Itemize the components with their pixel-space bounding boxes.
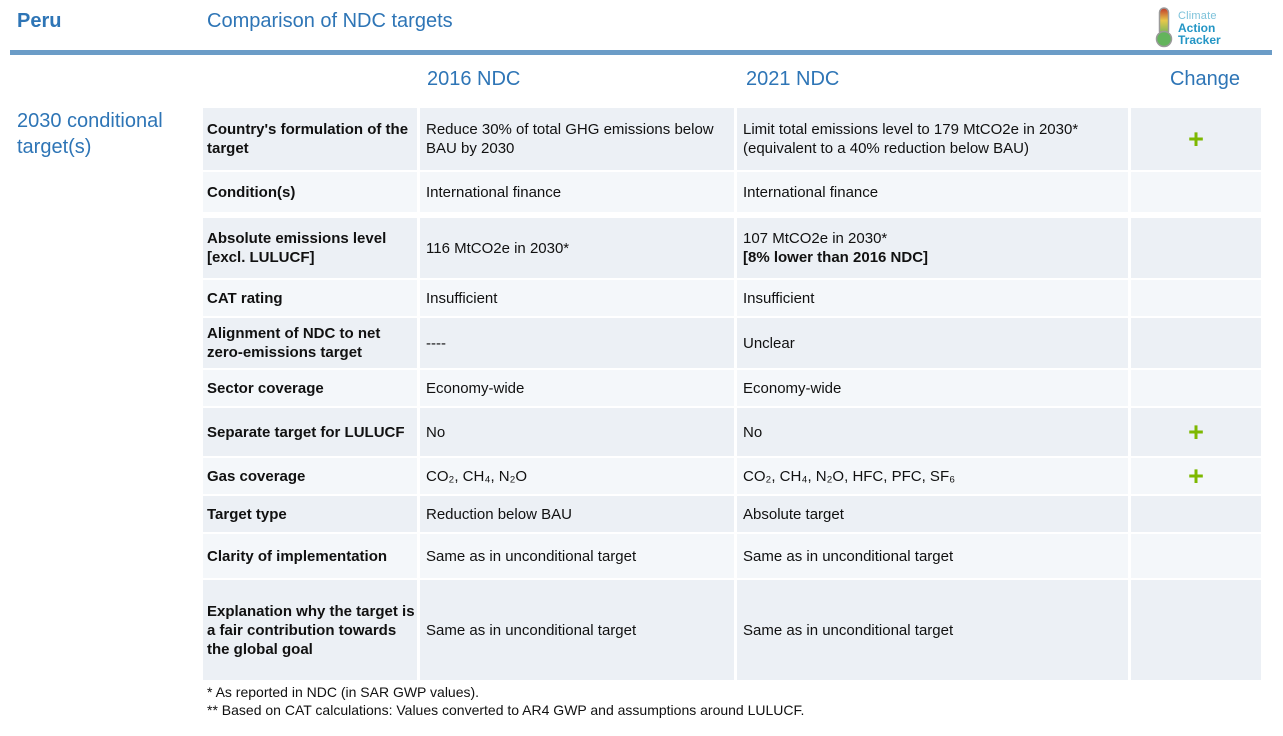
- ndc-2016-cell: Same as in unconditional target: [420, 534, 737, 578]
- row-label: Sector coverage: [203, 370, 420, 406]
- table-row-net-zero-alignment: Alignment of NDC to net zero-emissions t…: [203, 318, 1273, 368]
- row-label: Target type: [203, 496, 420, 532]
- table-row-formulation: Country's formulation of the target Redu…: [203, 108, 1273, 170]
- table-row-absolute-emissions: Absolute emissions level [excl. LULUCF] …: [203, 218, 1273, 278]
- climate-action-tracker-logo: Climate Action Tracker: [1153, 6, 1221, 48]
- ndc-comparison-table: Country's formulation of the target Redu…: [203, 108, 1273, 680]
- table-row-conditions: Condition(s) International finance Inter…: [203, 172, 1273, 212]
- ndc-2016-cell: 116 MtCO2e in 2030*: [420, 218, 737, 278]
- logo-text: Climate Action Tracker: [1178, 9, 1221, 46]
- change-cell: +: [1131, 108, 1261, 170]
- column-header-2016-ndc: 2016 NDC: [427, 68, 521, 90]
- ndc-2016-cell: Same as in unconditional target: [420, 580, 737, 680]
- ndc-2016-cell: Insufficient: [420, 280, 737, 316]
- change-cell: [1131, 172, 1261, 212]
- footnotes: * As reported in NDC (in SAR GWP values)…: [207, 683, 804, 719]
- ndc-2021-cell: Economy-wide: [737, 370, 1131, 406]
- ndc-2016-cell: No: [420, 408, 737, 456]
- table-row-lulucf-target: Separate target for LULUCF No No +: [203, 408, 1273, 456]
- row-label: Gas coverage: [203, 458, 420, 494]
- ndc-2021-cell: Unclear: [737, 318, 1131, 368]
- ndc-2016-cell: Reduce 30% of total GHG emissions below …: [420, 108, 737, 170]
- section-label-2030-conditional-targets: 2030 conditional target(s): [17, 110, 163, 158]
- ndc-2016-cell: Economy-wide: [420, 370, 737, 406]
- page-title: Comparison of NDC targets: [207, 10, 453, 32]
- row-label: Absolute emissions level [excl. LULUCF]: [203, 218, 420, 278]
- logo-word-tracker: Tracker: [1178, 32, 1221, 47]
- row-label: Explanation why the target is a fair con…: [203, 580, 420, 680]
- ndc-2021-cell: CO₂, CH₄, N₂O, HFC, PFC, SF₆: [737, 458, 1131, 494]
- ndc-2021-cell: Same as in unconditional target: [737, 580, 1131, 680]
- change-cell: [1131, 218, 1261, 278]
- footnote-1: * As reported in NDC (in SAR GWP values)…: [207, 684, 480, 700]
- row-label: CAT rating: [203, 280, 420, 316]
- ndc-2021-text: 107 MtCO2e in 2030*: [743, 230, 888, 247]
- ndc-2016-cell: Reduction below BAU: [420, 496, 737, 532]
- table-row-cat-rating: CAT rating Insufficient Insufficient: [203, 280, 1273, 316]
- header-divider: [10, 50, 1272, 55]
- row-label: Clarity of implementation: [203, 534, 420, 578]
- ndc-2021-cell: No: [737, 408, 1131, 456]
- table-row-gas-coverage: Gas coverage CO₂, CH₄, N₂O CO₂, CH₄, N₂O…: [203, 458, 1273, 494]
- row-label: Alignment of NDC to net zero-emissions t…: [203, 318, 420, 368]
- ndc-2016-cell: ----: [420, 318, 737, 368]
- change-cell: [1131, 580, 1261, 680]
- row-label: Country's formulation of the target: [203, 108, 420, 170]
- logo-word-climate: Climate: [1178, 9, 1217, 22]
- change-cell: [1131, 496, 1261, 532]
- country-name: Peru: [17, 10, 62, 32]
- row-label: Separate target for LULUCF: [203, 408, 420, 456]
- ndc-2016-cell: International finance: [420, 172, 737, 212]
- table-row-fair-contribution: Explanation why the target is a fair con…: [203, 580, 1273, 680]
- table-row-clarity: Clarity of implementation Same as in unc…: [203, 534, 1273, 578]
- change-cell: +: [1131, 408, 1261, 456]
- row-label: Condition(s): [203, 172, 420, 212]
- ndc-2021-cell: Insufficient: [737, 280, 1131, 316]
- ndc-2021-cell: Same as in unconditional target: [737, 534, 1131, 578]
- column-header-change: Change: [1169, 68, 1241, 90]
- change-cell: +: [1131, 458, 1261, 494]
- change-cell: [1131, 534, 1261, 578]
- table-row-target-type: Target type Reduction below BAU Absolute…: [203, 496, 1273, 532]
- logo-word-action: Action: [1178, 20, 1216, 35]
- change-cell: [1131, 280, 1261, 316]
- change-cell: [1131, 370, 1261, 406]
- table-row-sector-coverage: Sector coverage Economy-wide Economy-wid…: [203, 370, 1273, 406]
- ndc-2021-cell: International finance: [737, 172, 1131, 212]
- ndc-2021-cell: 107 MtCO2e in 2030* [8% lower than 2016 …: [737, 218, 1131, 278]
- change-cell: [1131, 318, 1261, 368]
- ndc-2016-cell: CO₂, CH₄, N₂O: [420, 458, 737, 494]
- footnote-2: ** Based on CAT calculations: Values con…: [207, 702, 805, 718]
- ndc-2021-cell: Limit total emissions level to 179 MtCO2…: [737, 108, 1131, 170]
- column-header-2021-ndc: 2021 NDC: [746, 68, 840, 90]
- ndc-2021-bold-note: [8% lower than 2016 NDC]: [743, 249, 929, 266]
- ndc-2021-cell: Absolute target: [737, 496, 1131, 532]
- thermometer-icon: [1153, 6, 1175, 48]
